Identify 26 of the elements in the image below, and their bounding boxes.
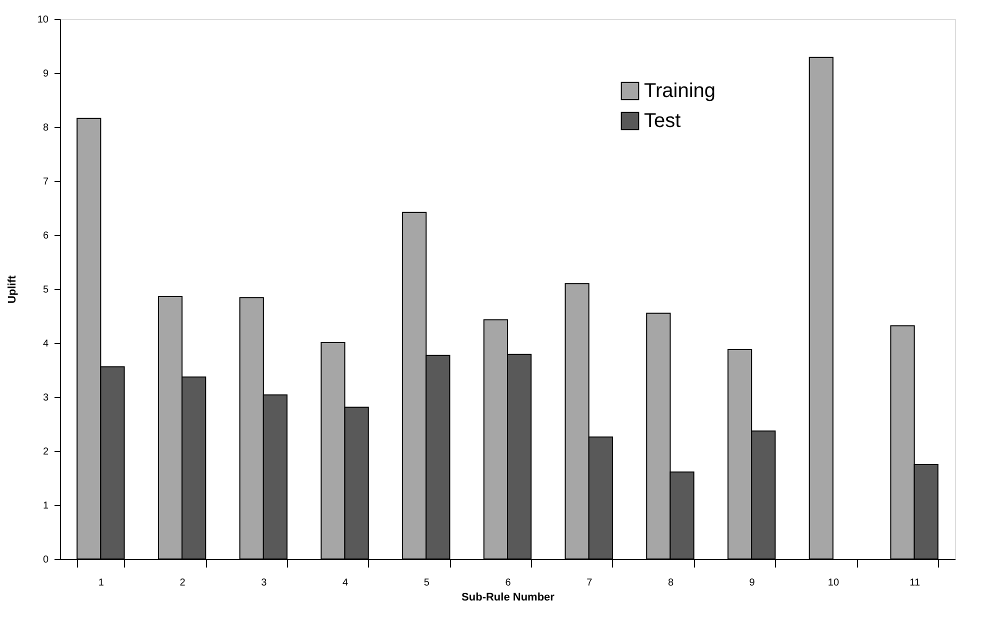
- y-tick-label: 4: [42, 338, 49, 350]
- y-axis-title: Uplift: [6, 275, 18, 304]
- x-axis-title: Sub-Rule Number: [462, 592, 556, 604]
- x-tick-label: 3: [261, 578, 268, 588]
- y-tick-label: 3: [42, 392, 49, 404]
- y-tick-label: 0: [42, 554, 49, 566]
- x-tick-label: 6: [505, 578, 512, 588]
- x-tick-label: 10: [828, 578, 840, 588]
- x-tick-label: 1: [98, 578, 104, 588]
- y-tick-label: 5: [42, 284, 49, 296]
- x-tick-label: 7: [586, 578, 593, 588]
- y-tick-label: 9: [42, 68, 49, 80]
- y-tick-label: 1: [42, 500, 49, 512]
- legend-label: Test: [644, 110, 682, 132]
- x-tick-label: 8: [668, 578, 674, 588]
- x-tick-label: 4: [342, 578, 348, 588]
- y-tick-label: 6: [42, 230, 49, 242]
- y-tick-label: 7: [42, 176, 49, 188]
- y-tick-label: 2: [42, 446, 49, 458]
- x-tick-label: 9: [749, 578, 756, 588]
- x-tick-label: 5: [424, 578, 430, 588]
- x-tick-label: 2: [180, 578, 186, 588]
- x-tick-label: 11: [910, 578, 920, 588]
- y-tick-label: 10: [37, 14, 49, 26]
- y-tick-label: 8: [42, 122, 49, 134]
- legend-label: Training: [644, 80, 716, 102]
